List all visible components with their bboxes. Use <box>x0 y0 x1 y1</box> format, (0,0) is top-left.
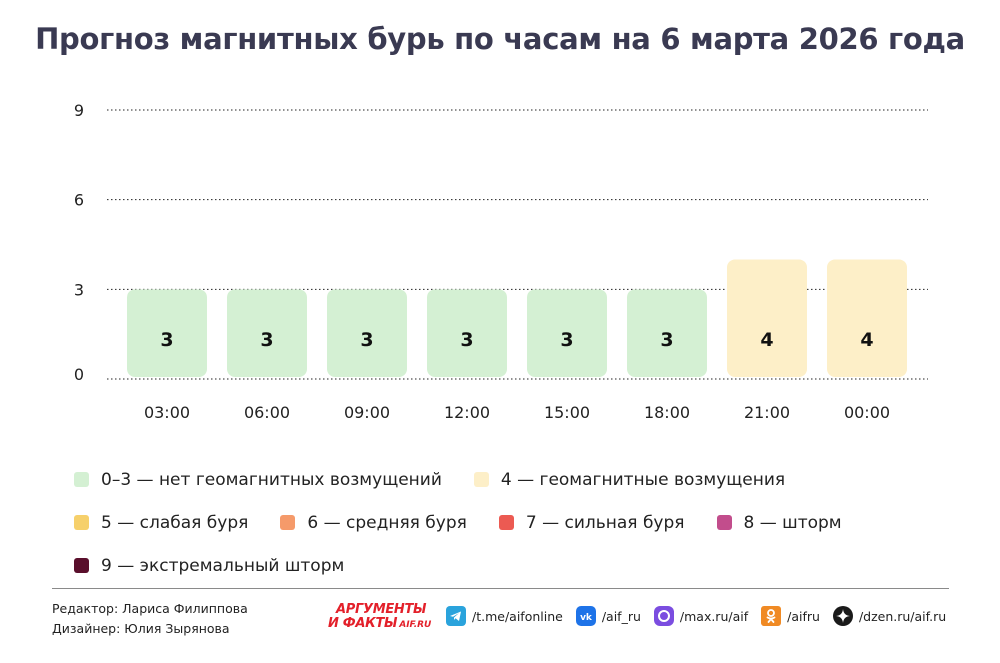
legend-label: 8 — шторм <box>743 512 842 533</box>
odnoklassniki-label: /aifru <box>787 608 820 624</box>
social-link-max[interactable]: /max.ru/aif <box>653 606 749 626</box>
bar <box>127 289 207 377</box>
social-link-odnoklassniki[interactable]: /aifru <box>761 606 820 626</box>
legend-item-8: 8 — шторм <box>716 501 842 544</box>
legend-item-7: 7 — сильная буря <box>498 501 685 544</box>
legend-swatch-yellow <box>74 515 89 530</box>
x-tick-label: 12:00 <box>444 403 490 422</box>
legend-item-4: 4 — геомагнитные возмущения <box>473 458 786 501</box>
bar-value-label: 3 <box>660 329 673 351</box>
legend-swatch-magenta <box>716 515 732 530</box>
bar <box>327 289 407 377</box>
logo-line-2: И ФАКТЫ <box>328 616 398 631</box>
legend-swatch-orange <box>280 515 296 530</box>
x-tick-label: 18:00 <box>644 403 690 422</box>
bar <box>527 289 607 377</box>
credits: Редактор: Лариса Филиппова Дизайнер: Юли… <box>52 599 248 639</box>
legend-item-0-3: 0–3 — нет геомагнитных возмущений <box>74 458 442 501</box>
legend-swatch-green <box>74 472 89 487</box>
svg-text:vk: vk <box>580 613 593 623</box>
bar-chart: 0 3 6 9 3 03:00 3 06:00 3 09:00 3 12:00 3 15:00 3 18:00… <box>74 101 928 422</box>
dzen-label: /dzen.ru/aif.ru <box>858 608 947 624</box>
x-tick-label: 09:00 <box>344 403 390 422</box>
x-tick-label: 21:00 <box>744 403 790 422</box>
bar-value-label: 4 <box>860 329 873 351</box>
odnoklassniki-icon <box>761 606 782 626</box>
y-tick-label: 9 <box>74 101 84 120</box>
editor-credit: Редактор: Лариса Филиппова <box>52 601 248 616</box>
legend-swatch-red <box>498 515 514 530</box>
social-link-vk[interactable]: vk /aif_ru <box>575 606 641 626</box>
designer-credit: Дизайнер: Юлия Зырянова <box>52 621 230 636</box>
bar-value-label: 3 <box>360 329 373 351</box>
x-tick-label: 06:00 <box>244 403 290 422</box>
x-tick-label: 15:00 <box>544 403 590 422</box>
legend-item-5: 5 — слабая буря <box>74 501 248 544</box>
dzen-icon <box>832 606 853 626</box>
legend-label: 0–3 — нет геомагнитных возмущений <box>101 469 442 490</box>
legend-item-9: 9 — экстремальный шторм <box>74 544 344 587</box>
legend-label: 7 — сильная буря <box>525 512 685 533</box>
telegram-label: /t.me/aifonline <box>472 608 563 624</box>
max-icon <box>653 606 674 626</box>
bar <box>227 289 307 377</box>
bar <box>627 289 707 377</box>
legend-swatch-light-yellow <box>473 472 489 487</box>
legend-item-6: 6 — средняя буря <box>280 501 467 544</box>
legend-label: 9 — экстремальный шторм <box>101 555 345 576</box>
legend-label: 4 — геомагнитные возмущения <box>500 469 786 490</box>
vk-label: /aif_ru <box>601 608 641 624</box>
y-tick-label: 6 <box>74 191 84 210</box>
y-tick-label: 3 <box>74 280 84 299</box>
legend: 0–3 — нет геомагнитных возмущений 4 — ге… <box>74 458 954 587</box>
x-tick-label: 00:00 <box>844 403 890 422</box>
y-tick-label: 0 <box>74 365 84 384</box>
legend-label: 6 — средняя буря <box>307 512 467 533</box>
legend-swatch-dark-red <box>74 558 89 573</box>
x-tick-label: 03:00 <box>144 403 190 422</box>
bar <box>827 259 907 377</box>
legend-label: 5 — слабая буря <box>101 512 249 533</box>
bar-value-label: 3 <box>560 329 573 351</box>
bar-value-label: 3 <box>460 329 473 351</box>
bar <box>427 289 507 377</box>
aif-logo[interactable]: АРГУМЕНТЫ И ФАКТЫ AIF.RU <box>328 602 434 632</box>
bar-value-label: 3 <box>260 329 273 351</box>
vk-icon: vk <box>575 606 596 626</box>
logo-line-3: AIF.RU <box>399 620 432 630</box>
bar-value-label: 3 <box>160 329 173 351</box>
chart-title: Прогноз магнитных бурь по часам на 6 мар… <box>35 22 965 56</box>
bar-value-label: 4 <box>760 329 773 351</box>
social-link-telegram[interactable]: /t.me/aifonline <box>446 606 563 626</box>
social-links: /t.me/aifonline vk /aif_ru /max.ru/aif /… <box>446 606 946 626</box>
telegram-icon <box>446 606 466 626</box>
footer-divider <box>52 588 949 589</box>
social-link-dzen[interactable]: /dzen.ru/aif.ru <box>832 606 947 626</box>
max-label: /max.ru/aif <box>679 608 749 624</box>
bar <box>727 259 807 377</box>
logo-line-1: АРГУМЕНТЫ <box>336 602 427 617</box>
